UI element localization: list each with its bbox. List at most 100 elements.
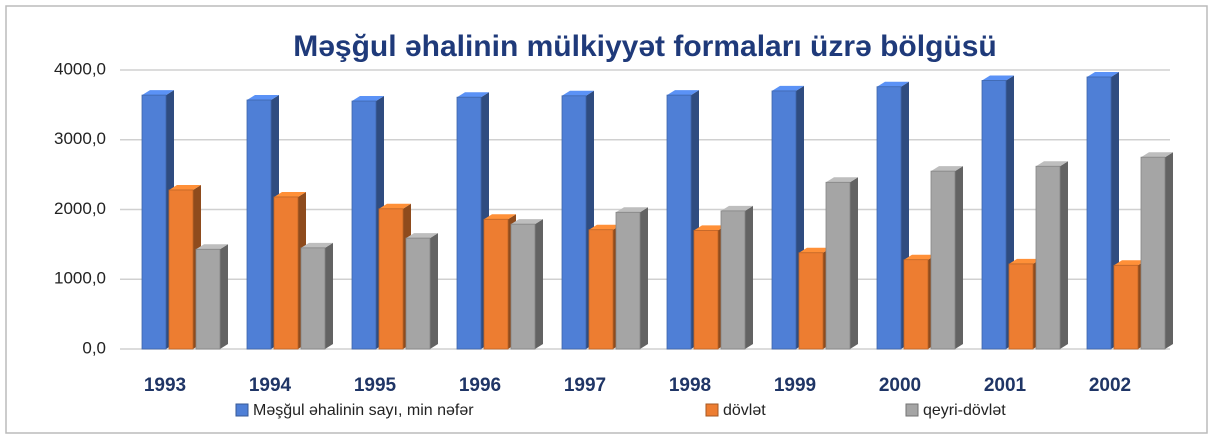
bar [825, 177, 858, 350]
x-tick-label: 1997 [564, 375, 606, 396]
bar-top [142, 90, 174, 96]
bar-front [1008, 263, 1034, 350]
bar-top [274, 191, 306, 197]
bar-front [588, 229, 614, 350]
legend-label: Məşğul əhalinin sayı, min nəfər [253, 402, 474, 419]
legend-label: dövlət [723, 402, 766, 419]
bar [168, 184, 201, 350]
bar-top [904, 254, 936, 260]
bar-top [562, 90, 594, 96]
bar-front [1035, 165, 1061, 350]
bar [195, 244, 228, 350]
bar-top [694, 225, 726, 231]
x-tick-label: 2000 [879, 375, 921, 396]
bar-front [930, 170, 956, 350]
y-tick-label: 2000,0 [54, 199, 106, 218]
bar-front [825, 181, 851, 350]
bar-front [510, 223, 536, 350]
bar [300, 242, 333, 350]
bar-top [1141, 152, 1173, 158]
bar-top [406, 233, 438, 239]
bar-front [195, 248, 221, 350]
y-tick-label: 4000,0 [54, 59, 106, 78]
bar-top [982, 75, 1014, 81]
bar [405, 233, 438, 350]
bar-top [379, 203, 411, 209]
bar-top [247, 94, 279, 100]
bar [141, 90, 174, 350]
x-tick-label: 2002 [1089, 375, 1131, 396]
bar [1035, 161, 1068, 350]
bar-front [273, 196, 299, 350]
bar [666, 90, 699, 350]
bar-front [378, 208, 404, 350]
bar-top [799, 247, 831, 253]
bar-top [484, 214, 516, 220]
chart-title: Məşğul əhalinin mülkiyyət formaları üzrə… [293, 30, 996, 63]
bar-front [981, 80, 1007, 350]
bar-side [640, 207, 648, 349]
bar [903, 254, 936, 350]
bar-top [196, 244, 228, 250]
bar [1140, 152, 1173, 350]
x-tick-label: 1995 [354, 375, 397, 396]
bar-top [457, 92, 489, 98]
bar-front [483, 218, 509, 350]
bar-front [300, 247, 326, 350]
bar-front [1113, 264, 1139, 350]
bar-top [1009, 258, 1041, 264]
x-tick-label: 1994 [249, 375, 292, 396]
bar-top [826, 177, 858, 183]
bar [561, 90, 594, 350]
bar-front [351, 100, 377, 350]
bar-top [877, 81, 909, 87]
legend-label: qeyri-dövlət [923, 402, 1006, 419]
bar [981, 75, 1014, 350]
bar-front [771, 90, 797, 350]
x-tick-label: 1998 [669, 375, 711, 396]
bar-front [693, 230, 719, 350]
bar-side [220, 244, 228, 349]
bar-front [405, 237, 431, 350]
bar-side [325, 242, 333, 349]
y-tick-label: 3000,0 [54, 129, 106, 148]
bar-top [1087, 71, 1119, 77]
bar-front [1140, 156, 1166, 350]
bar-front [903, 259, 929, 350]
bar-front [141, 94, 167, 350]
bar-top [589, 224, 621, 230]
x-tick-label: 1999 [774, 375, 816, 396]
bar-side [850, 177, 858, 349]
bar-side [535, 219, 543, 349]
bar-side [1060, 161, 1068, 349]
bar-top [667, 90, 699, 96]
bar-top [352, 96, 384, 102]
bar-top [1114, 260, 1146, 266]
x-tick-label: 1993 [144, 375, 186, 396]
bar [615, 207, 648, 350]
bar-front [798, 252, 824, 350]
bar-front [246, 99, 272, 350]
x-tick-label: 2001 [984, 375, 1027, 396]
bar-front [561, 95, 587, 350]
bar-top [721, 205, 753, 211]
bar [510, 219, 543, 350]
bar-side [955, 166, 963, 349]
bar [930, 166, 963, 350]
bar-side [1165, 152, 1173, 349]
bar-front [1086, 76, 1112, 350]
bar [720, 205, 753, 350]
bar-top [511, 219, 543, 225]
bar-top [772, 85, 804, 91]
bar-top [301, 242, 333, 248]
bar-front [720, 210, 746, 350]
bar-side [430, 233, 438, 349]
legend-swatch [905, 403, 919, 417]
bar-front [615, 211, 641, 350]
bar-front [876, 86, 902, 350]
bar-front [168, 189, 194, 350]
bar-top [931, 166, 963, 172]
legend-swatch [705, 403, 719, 417]
y-tick-label: 1000,0 [54, 269, 106, 288]
